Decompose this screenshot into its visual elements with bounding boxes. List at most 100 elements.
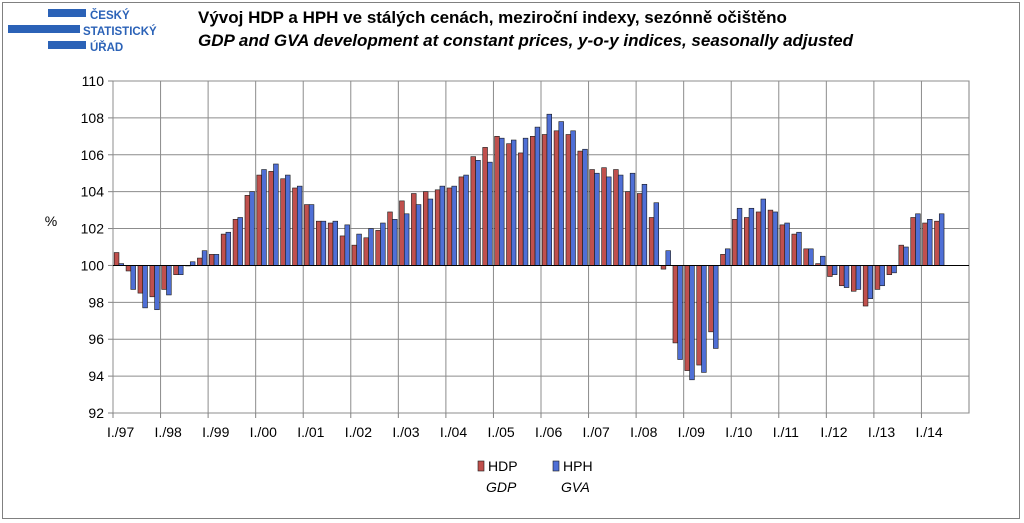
bar-hdp [256,174,262,266]
bar-hph [641,183,648,266]
bar-hph [855,265,862,290]
bar-hph [285,174,291,266]
bar-hdp [506,143,512,266]
bar-hdp [862,265,869,307]
logo-bar-1 [48,9,86,17]
bar-hdp [755,211,762,266]
bar-hdp [613,169,619,266]
bar-hph [178,265,184,275]
czso-logo: ČESKÝ STATISTICKÝ ÚŘAD [8,9,157,54]
bar-hdp [529,136,536,266]
bar-hph [522,137,529,266]
bar-hph [820,255,826,266]
legend-label-hdp: HDP [488,458,518,474]
bar-hdp [636,193,643,266]
bar-hph [629,172,636,266]
bar-hdp [803,248,809,266]
x-tick-label: I./01 [297,424,324,440]
bar-hph [403,213,410,266]
bar-hph [249,191,255,266]
bar-hdp [541,134,548,266]
bar-hph [380,222,386,266]
bar-hdp [351,244,358,266]
bar-hph [225,231,232,266]
bar-hph [463,174,469,266]
bar-hph [617,174,624,266]
y-tick-label: 106 [81,147,105,163]
bar-hdp [494,136,500,266]
bar-hph [796,231,802,266]
y-tick-label: 100 [81,257,105,273]
bar-hph [867,265,874,299]
bar-hph [927,219,933,266]
bar-hdp [791,233,797,266]
bar-hdp [399,200,405,266]
bar-hph [843,265,850,288]
bar-hdp [375,230,381,266]
x-tick-label: I./03 [392,424,419,440]
bar-hdp [173,265,179,275]
bar-hdp [779,224,786,266]
bar-hdp [672,265,679,344]
bar-hph [451,185,457,266]
bar-hph [784,222,790,266]
bar-hph [701,265,707,373]
bar-hph [142,265,148,309]
x-tick-label: I./11 [773,424,799,440]
bar-hdp [339,235,346,266]
bar-hdp [934,220,940,266]
bar-hdp [197,257,203,266]
bar-hdp [910,217,916,266]
bar-hph [368,228,374,266]
bar-hph [130,265,136,290]
x-tick-label: I./08 [630,424,657,440]
bar-hph [665,250,671,266]
bar-hdp [387,211,393,266]
bar-hdp [720,254,726,266]
y-tick-label: 94 [88,368,104,384]
bar-hph [903,246,909,266]
bar-hdp [209,254,215,266]
x-tick-label: I./99 [202,424,229,440]
bar-hph [392,219,398,266]
bar-hdp [898,244,904,266]
bar-hdp [149,265,155,298]
x-tick-label: I./98 [155,424,182,440]
bar-hdp [732,219,738,266]
bar-hph [499,137,505,266]
bar-hph [154,265,160,311]
bar-hph [724,248,731,266]
bar-hdp [327,222,334,266]
x-tick-label: I./97 [107,424,134,440]
logo-line-3: ÚŘAD [90,41,123,54]
bar-hdp [589,169,595,266]
bar-hdp [220,233,227,266]
y-tick-label: 108 [81,110,105,126]
bar-hdp [886,265,893,275]
bar-hph [582,148,588,266]
bar-hph [213,254,220,266]
bar-hph [938,213,945,266]
x-tick-label: I./00 [250,424,277,440]
bar-hph [760,198,767,266]
y-tick-label: 98 [88,294,104,310]
bar-hph [439,185,446,266]
bar-hph [344,224,350,266]
y-tick-label: 104 [81,184,105,200]
bar-hdp [648,217,655,266]
x-tick-label: I./04 [440,424,467,440]
y-tick-label: 110 [82,73,105,89]
bar-hdp [922,222,928,266]
bar-hdp [743,217,750,266]
x-tick-label: I./10 [725,424,752,440]
bar-hph [748,207,755,266]
bar-hph [689,265,695,381]
bar-hph [427,198,434,266]
bar-hph [558,121,564,266]
bar-hdp [363,237,369,266]
bar-hph [713,265,719,349]
bar-hdp [446,187,453,266]
bar-hdp [434,189,441,266]
bar-hdp [304,204,310,266]
